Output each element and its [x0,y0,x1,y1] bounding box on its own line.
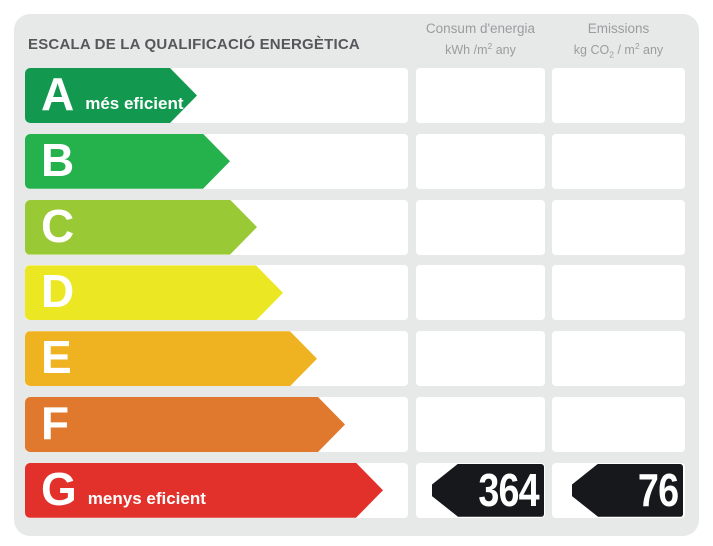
consum-cell-d [416,265,545,321]
column-header-consum: Consum d'energia kWh /m2 any [416,21,545,58]
emissions-unit-mid: / m [613,43,635,58]
emissions-cell-f [552,396,685,452]
rating-arrow-f: F [25,397,345,452]
rating-letter-c: C [41,199,75,252]
rating-letter-f: F [41,396,70,449]
energy-rating-panel: ESCALA DE LA QUALIFICACIÓ ENERGÈTICA Con… [14,14,699,536]
rating-letter-g: G [41,462,77,515]
rating-letter-e: E [41,331,72,384]
emissions-header-label: Emissions [587,21,650,36]
rating-arrow-g: G menys eficient [25,463,383,518]
consum-value: 364 [478,464,540,517]
rating-arrow-a: A més eficient [25,68,197,123]
rating-arrow-d: D [25,265,283,320]
consum-cell-e [416,331,545,387]
emissions-cell-g: 76 [552,462,685,518]
emissions-unit-sup: 2 [634,41,640,52]
emissions-value: 76 [637,464,679,517]
rating-arrow-c: C [25,200,257,255]
rating-note-a: més eficient [85,94,184,113]
consum-value-arrow: 364 [432,463,544,517]
rating-note-g: menys eficient [87,488,206,508]
rating-row-g: G menys eficient 364 76 [25,462,685,518]
emissions-unit-pre: kg CO [573,43,610,58]
rating-rows: A més eficient B [25,68,685,529]
consum-cell-a [416,68,545,123]
emissions-header-unit: kg CO2 / m2 any [552,41,685,60]
rating-letter-d: D [41,265,75,318]
scale-cell-c: C [25,199,408,255]
rating-arrow-e: E [25,331,317,386]
rating-letter-a: A [41,68,75,120]
consum-cell-f [416,396,545,452]
consum-cell-c [416,199,545,255]
emissions-cell-a [552,68,685,123]
rating-row-e: E [25,331,685,387]
rating-row-f: F [25,396,685,452]
page-title: ESCALA DE LA QUALIFICACIÓ ENERGÈTICA [28,36,360,53]
column-header-emissions: Emissions kg CO2 / m2 any [552,21,685,60]
emissions-cell-c [552,199,685,255]
emissions-value-arrow: 76 [572,463,683,517]
consum-unit-sup: 2 [487,41,493,52]
rating-arrow-b: B [25,134,230,189]
consum-header-label: Consum d'energia [425,21,536,36]
rating-letter-b: B [41,133,75,186]
rating-row-b: B [25,133,685,189]
rating-row-a: A més eficient [25,68,685,123]
rating-row-d: D [25,265,685,321]
emissions-unit-sub: 2 [609,49,614,60]
emissions-cell-d [552,265,685,321]
emissions-unit-post: any [639,43,664,58]
scale-cell-e: E [25,331,408,387]
scale-cell-g: G menys eficient [25,462,408,518]
scale-cell-b: B [25,133,408,189]
consum-cell-g: 364 [416,462,545,518]
scale-cell-d: D [25,265,408,321]
scale-cell-f: F [25,396,408,452]
consum-header-unit: kWh /m2 any [416,41,545,58]
scale-cell-a: A més eficient [25,68,408,123]
rating-row-c: C [25,199,685,255]
consum-unit-post: any [492,43,516,58]
consum-unit-pre: kWh /m [445,43,488,58]
consum-cell-b [416,133,545,189]
emissions-cell-b [552,133,685,189]
emissions-cell-e [552,331,685,387]
